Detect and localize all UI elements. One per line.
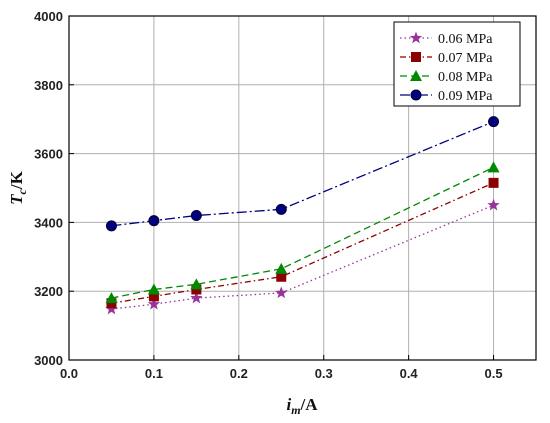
legend-marker xyxy=(410,70,422,81)
x-tick-label: 0.2 xyxy=(230,366,248,381)
plot-frame xyxy=(68,15,537,361)
legend-label: 0.08 MPa xyxy=(438,70,493,85)
data-point xyxy=(147,297,161,310)
x-tick-label: 0.1 xyxy=(145,366,163,381)
data-point xyxy=(488,116,500,128)
y-tick-label: 4000 xyxy=(34,9,63,24)
data-point xyxy=(105,292,118,304)
legend-marker xyxy=(410,89,422,101)
y-tick-label: 3000 xyxy=(34,353,63,368)
y-tick-label: 3800 xyxy=(34,78,63,93)
data-point xyxy=(105,302,118,315)
data-point xyxy=(275,203,287,215)
x-tick-label: 0.0 xyxy=(60,366,78,381)
y-axis-title: Tc/K xyxy=(7,170,29,204)
y-tick-label: 3400 xyxy=(34,215,63,230)
data-point xyxy=(148,291,159,302)
data-point xyxy=(276,271,287,282)
data-point xyxy=(148,215,160,227)
data-point xyxy=(488,177,499,188)
series-2 xyxy=(105,161,500,304)
data-point xyxy=(106,298,117,309)
legend-marker xyxy=(411,52,421,62)
data-point xyxy=(487,198,500,211)
x-tick-label: 0.3 xyxy=(315,366,333,381)
series-line xyxy=(111,121,494,227)
y-tick-label: 3600 xyxy=(34,147,63,162)
legend-item: 0.09 MPa xyxy=(400,89,493,104)
legend-marker xyxy=(409,31,423,44)
x-tick-label: 0.4 xyxy=(400,366,419,381)
legend: 0.06 MPa 0.07 MPa 0.08 MPa 0.09 MPa xyxy=(393,21,521,107)
data-point xyxy=(105,220,117,232)
legend-item: 0.06 MPa xyxy=(400,31,493,47)
data-point xyxy=(190,210,202,222)
series-layer xyxy=(105,116,500,315)
legend-item: 0.07 MPa xyxy=(400,51,493,66)
series-3 xyxy=(105,116,500,232)
data-point xyxy=(190,291,203,304)
legend-label: 0.09 MPa xyxy=(438,89,493,104)
data-point xyxy=(487,161,500,173)
data-point xyxy=(147,283,160,295)
axis-ticks: 0.0 0.1 0.2 0.3 0.4 0.5 3000 3200 3400 3600 3800 40… xyxy=(34,9,503,381)
legend-item: 0.08 MPa xyxy=(400,70,493,85)
data-point xyxy=(275,286,288,299)
data-point xyxy=(190,278,203,290)
y-tick-label: 3200 xyxy=(34,284,63,299)
legend-label: 0.07 MPa xyxy=(438,51,493,66)
series-line xyxy=(111,166,494,299)
series-0 xyxy=(105,198,500,315)
series-1 xyxy=(106,177,499,309)
legend-label: 0.06 MPa xyxy=(438,32,493,47)
data-point xyxy=(191,284,202,295)
data-point xyxy=(275,262,288,274)
x-tick-label: 0.5 xyxy=(485,366,503,381)
x-axis-title: im/A xyxy=(286,395,318,417)
